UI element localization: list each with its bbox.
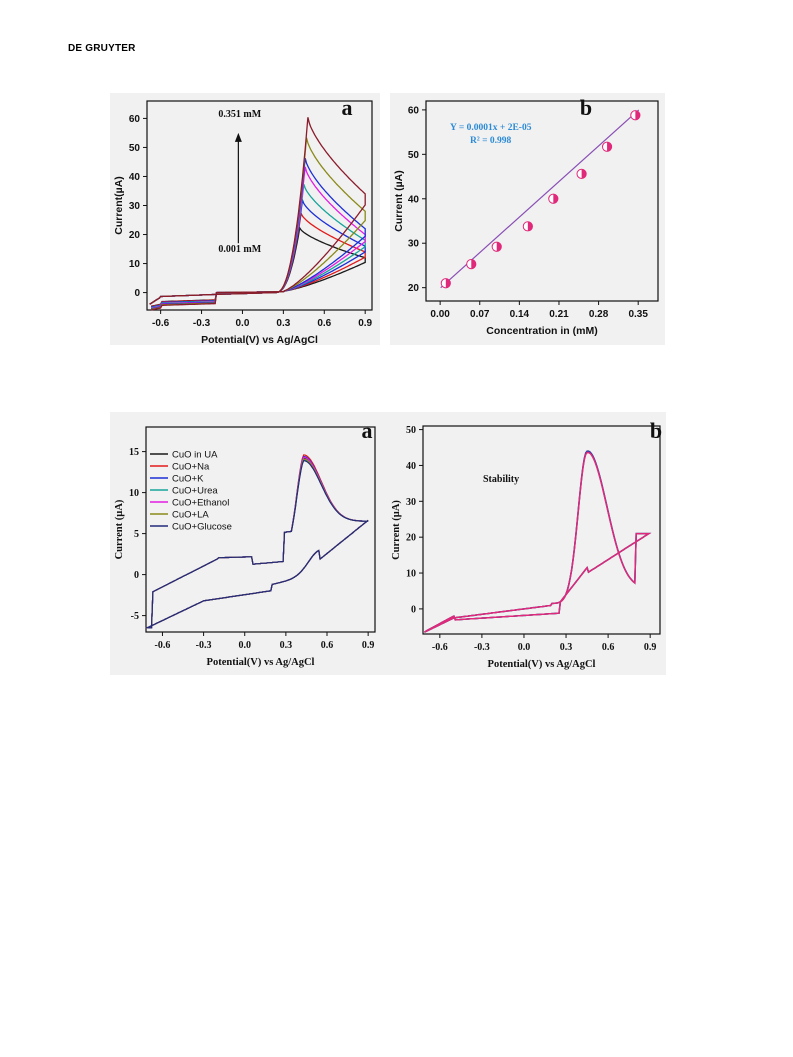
fit-line bbox=[440, 109, 640, 289]
x-tick-label: 0.3 bbox=[276, 318, 290, 329]
data-point-fill bbox=[635, 110, 640, 120]
x-axis-label: Concentration in (mM) bbox=[486, 325, 597, 337]
x-tick-label: 0.28 bbox=[589, 309, 609, 320]
y-tick-label: 30 bbox=[408, 239, 420, 250]
y-tick-label: 40 bbox=[129, 172, 141, 183]
chart-fig2b: -0.6 -0.3 0.0 0.3 0.6 0.9 0 10 20 30 40 50 Potential… bbox=[391, 418, 662, 670]
y-tick-label: 60 bbox=[129, 114, 141, 125]
y-tick-label: 30 bbox=[129, 201, 141, 212]
cv-curve bbox=[424, 451, 652, 633]
y-tick-label: 0 bbox=[411, 604, 416, 615]
chart-fig1a: -0.6 -0.3 0.0 0.3 0.6 0.9 0 10 20 30 40 50 60 Potenti… bbox=[113, 95, 373, 345]
legend-label: CuO+Na bbox=[172, 462, 210, 473]
x-tick-label: 0.14 bbox=[510, 309, 530, 320]
y-tick-label: 10 bbox=[406, 569, 416, 580]
y-axis-label: Current (µA) bbox=[391, 500, 402, 560]
y-tick-label: 5 bbox=[134, 529, 139, 540]
y-tick-label: 0 bbox=[134, 288, 140, 299]
legend-label: CuO+Urea bbox=[172, 486, 218, 497]
legend-label: CuO+Glucose bbox=[172, 522, 232, 533]
figure2-panel-b: -0.6 -0.3 0.0 0.3 0.6 0.9 0 10 20 30 40 50 Potential… bbox=[388, 412, 666, 675]
data-point-fill bbox=[553, 194, 558, 204]
x-tick-label: 0.3 bbox=[280, 640, 293, 651]
y-tick-label: 10 bbox=[129, 488, 139, 499]
figure2-panel-a: -0.6 -0.3 0.0 0.3 0.6 0.9 -5 0 5 10 15 Potential(V)… bbox=[110, 412, 388, 675]
x-tick-label: 0.9 bbox=[644, 642, 657, 653]
concentration-arrow-head bbox=[234, 132, 242, 142]
x-tick-label: 0.6 bbox=[321, 640, 334, 651]
y-axis-label: Current (µA) bbox=[393, 170, 405, 231]
y-axis-label: Current(µA) bbox=[113, 176, 125, 235]
chart-fig1b: 0.00 0.07 0.14 0.21 0.28 0.35 20 30 40 50 60 Concen… bbox=[393, 95, 659, 337]
x-tick-label: 0.6 bbox=[602, 642, 615, 653]
x-tick-label: 0.9 bbox=[358, 318, 372, 329]
x-tick-label: -0.6 bbox=[432, 642, 448, 653]
x-tick-label: -0.3 bbox=[196, 640, 212, 651]
legend-label: CuO+Ethanol bbox=[172, 498, 229, 509]
y-tick-label: 0 bbox=[134, 570, 139, 581]
y-tick-label: 20 bbox=[129, 230, 141, 241]
legend-label: CuO+LA bbox=[172, 510, 209, 521]
y-tick-label: 50 bbox=[129, 143, 141, 154]
y-tick-label: -5 bbox=[131, 611, 139, 622]
x-tick-label: 0.00 bbox=[430, 309, 450, 320]
panel-label: a bbox=[362, 418, 373, 443]
data-point-fill bbox=[607, 142, 612, 152]
x-tick-label: 0.21 bbox=[549, 309, 569, 320]
y-tick-label: 15 bbox=[129, 447, 139, 458]
plot-frame bbox=[422, 425, 661, 635]
data-point-fill bbox=[496, 242, 502, 252]
data-point-fill bbox=[527, 221, 533, 231]
y-tick-label: 20 bbox=[408, 283, 420, 294]
y-tick-label: 40 bbox=[408, 194, 420, 205]
cv-curve bbox=[149, 137, 366, 311]
data-point-fill bbox=[445, 278, 451, 288]
panel-label: b bbox=[580, 95, 592, 120]
y-tick-label: 50 bbox=[406, 425, 416, 436]
panel-label: b bbox=[650, 418, 662, 443]
legend-label: CuO+K bbox=[172, 474, 204, 485]
x-tick-label: 0.9 bbox=[362, 640, 375, 651]
y-tick-label: 20 bbox=[406, 533, 416, 544]
stability-annotation: Stability bbox=[483, 474, 519, 485]
x-tick-label: 0.07 bbox=[470, 309, 490, 320]
x-tick-label: -0.3 bbox=[193, 318, 211, 329]
annotation-bottom: 0.001 mM bbox=[218, 244, 261, 255]
annotation-top: 0.351 mM bbox=[218, 109, 261, 120]
x-tick-label: 0.35 bbox=[628, 309, 648, 320]
cv-curve bbox=[149, 117, 366, 311]
y-tick-label: 10 bbox=[129, 259, 141, 270]
plot-frame bbox=[145, 426, 376, 633]
publisher-name: DE GRUYTER bbox=[68, 43, 136, 54]
cv-curve bbox=[145, 459, 369, 629]
x-tick-label: 0.0 bbox=[518, 642, 531, 653]
figure1-panel-b: 0.00 0.07 0.14 0.21 0.28 0.35 20 30 40 50 60 Concen… bbox=[390, 93, 665, 345]
y-tick-label: 50 bbox=[408, 150, 420, 161]
figure1-panel-a: -0.6 -0.3 0.0 0.3 0.6 0.9 0 10 20 30 40 50 60 Potenti… bbox=[110, 93, 380, 345]
r-squared-text: R² = 0.998 bbox=[470, 136, 511, 146]
x-axis-label: Potential(V) vs Ag/AgCl bbox=[488, 659, 596, 670]
x-tick-label: 0.3 bbox=[560, 642, 573, 653]
chart-fig2a: -0.6 -0.3 0.0 0.3 0.6 0.9 -5 0 5 10 15 Potential(V)… bbox=[114, 418, 376, 668]
y-tick-label: 60 bbox=[408, 105, 420, 116]
y-axis-label: Current (µA) bbox=[114, 499, 125, 559]
data-point-fill bbox=[581, 169, 587, 179]
panel-label: a bbox=[342, 95, 353, 120]
x-tick-label: -0.6 bbox=[152, 318, 170, 329]
x-tick-label: 0.6 bbox=[317, 318, 331, 329]
equation-text: Y = 0.0001x + 2E-05 bbox=[450, 123, 532, 133]
x-tick-label: -0.6 bbox=[155, 640, 171, 651]
x-axis-label: Potential(V) vs Ag/AgCl bbox=[201, 334, 318, 345]
plot-frame bbox=[425, 100, 659, 302]
data-point-fill bbox=[471, 259, 476, 269]
cv-curve bbox=[149, 226, 366, 307]
legend-label: CuO in UA bbox=[172, 450, 218, 461]
x-axis-label: Potential(V) vs Ag/AgCl bbox=[207, 657, 315, 668]
y-tick-label: 30 bbox=[406, 497, 416, 508]
y-tick-label: 40 bbox=[406, 461, 416, 472]
x-tick-label: 0.0 bbox=[236, 318, 250, 329]
x-tick-label: -0.3 bbox=[474, 642, 490, 653]
x-tick-label: 0.0 bbox=[238, 640, 251, 651]
